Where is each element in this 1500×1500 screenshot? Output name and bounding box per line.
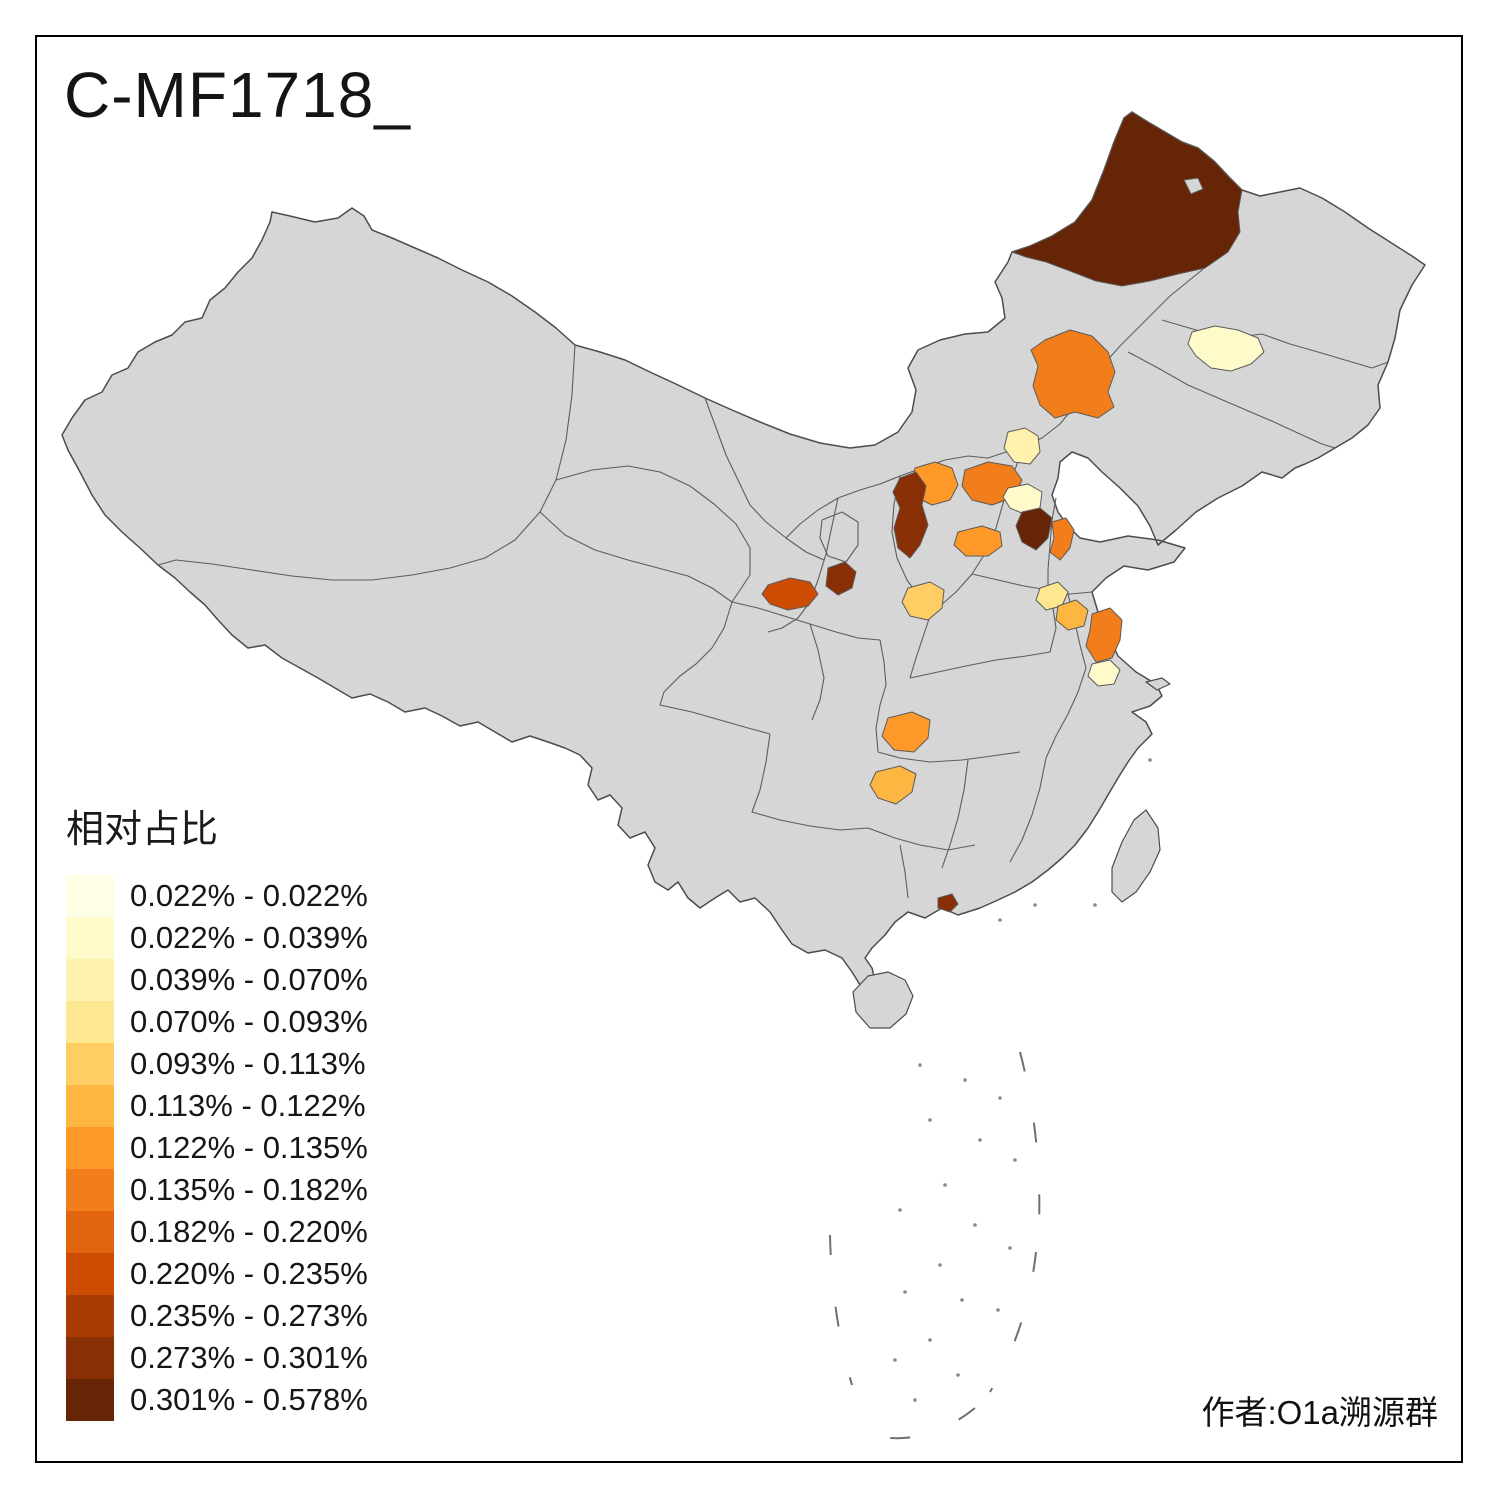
highlight-region <box>1003 427 1041 465</box>
highlight-region <box>1085 607 1123 663</box>
legend-item: 0.182% - 0.220% <box>66 1211 368 1253</box>
highlight-region <box>892 471 929 559</box>
legend-swatch <box>66 1379 114 1421</box>
legend-item: 0.301% - 0.578% <box>66 1379 368 1421</box>
highlight-region <box>901 581 945 621</box>
highlight-region <box>881 711 931 753</box>
hainan-island <box>852 971 914 1029</box>
highlight-region <box>825 561 857 596</box>
legend-swatch <box>66 1211 114 1253</box>
legend-item: 0.235% - 0.273% <box>66 1295 368 1337</box>
legend-item: 0.122% - 0.135% <box>66 1127 368 1169</box>
legend-label: 0.039% - 0.070% <box>130 962 368 997</box>
islet-dots <box>893 758 1152 1402</box>
legend-item: 0.022% - 0.039% <box>66 917 368 959</box>
legend-label: 0.122% - 0.135% <box>130 1130 368 1165</box>
highlight-region <box>1030 329 1116 419</box>
legend-swatch <box>66 1127 114 1169</box>
legend-label: 0.022% - 0.039% <box>130 920 368 955</box>
legend-swatch <box>66 1043 114 1085</box>
china-mainland <box>61 111 1426 989</box>
legend-swatch <box>66 1001 114 1043</box>
legend-label: 0.070% - 0.093% <box>130 1004 368 1039</box>
legend-item: 0.022% - 0.022% <box>66 875 368 917</box>
highlight-region <box>1011 111 1243 287</box>
legend-item: 0.039% - 0.070% <box>66 959 368 1001</box>
highlight-region <box>869 765 917 805</box>
legend-swatch <box>66 875 114 917</box>
page-title: C-MF1718_ <box>64 59 411 131</box>
legend-item: 0.093% - 0.113% <box>66 1043 368 1085</box>
nine-dash-line <box>829 1051 1041 1440</box>
legend-label: 0.220% - 0.235% <box>130 1256 368 1291</box>
legend-item: 0.113% - 0.122% <box>66 1085 368 1127</box>
legend-item: 0.135% - 0.182% <box>66 1169 368 1211</box>
legend-swatch <box>66 1253 114 1295</box>
legend-label: 0.273% - 0.301% <box>130 1340 368 1375</box>
legend-item: 0.273% - 0.301% <box>66 1337 368 1379</box>
author-credit: 作者:O1a溯源群 <box>1201 1394 1438 1431</box>
legend-rows: 0.022% - 0.022% 0.022% - 0.039% 0.039% - 0… <box>66 875 368 1421</box>
legend-label: 0.022% - 0.022% <box>130 878 368 913</box>
legend-swatch <box>66 1295 114 1337</box>
legend-swatch <box>66 917 114 959</box>
legend-swatch <box>66 959 114 1001</box>
chongming-island <box>1145 677 1171 691</box>
highlight-region <box>1049 517 1075 561</box>
legend-label: 0.135% - 0.182% <box>130 1172 368 1207</box>
legend-label: 0.093% - 0.113% <box>130 1046 366 1081</box>
highlight-region <box>1087 659 1121 687</box>
map-hole <box>1183 177 1204 195</box>
legend-swatch <box>66 1337 114 1379</box>
legend: 相对占比 0.022% - 0.022% 0.022% - 0.039% 0.039… <box>66 798 368 1421</box>
legend-item: 0.220% - 0.235% <box>66 1253 368 1295</box>
legend-label: 0.182% - 0.220% <box>130 1214 368 1249</box>
highlight-region <box>1055 599 1089 631</box>
legend-swatch <box>66 1085 114 1127</box>
highlight-region <box>761 577 819 611</box>
highlight-region <box>1187 325 1265 372</box>
legend-label: 0.301% - 0.578% <box>130 1382 368 1417</box>
highlight-region <box>953 525 1003 557</box>
taiwan-island <box>1111 809 1161 903</box>
legend-title: 相对占比 <box>66 809 219 851</box>
legend-label: 0.235% - 0.273% <box>130 1298 368 1333</box>
highlight-region <box>937 893 959 913</box>
highlight-region <box>1015 507 1053 551</box>
legend-item: 0.070% - 0.093% <box>66 1001 368 1043</box>
legend-swatch <box>66 1169 114 1211</box>
legend-label: 0.113% - 0.122% <box>130 1088 366 1123</box>
